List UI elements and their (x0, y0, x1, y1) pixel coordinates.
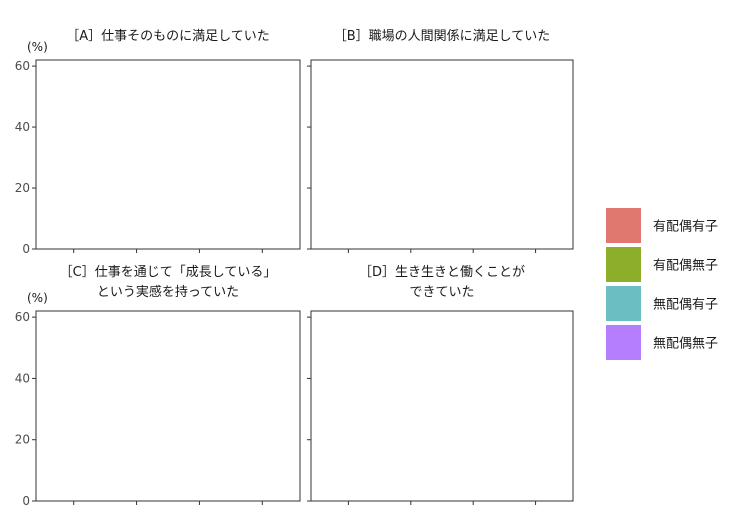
panel-b: ［B］職場の人間関係に満足していた48.043.738.833.3 (307, 29, 574, 253)
panel-title: ［A］仕事そのものに満足していた (66, 29, 270, 44)
y-tick-label: 40 (15, 371, 30, 385)
legend-label: 無配偶有子 (653, 298, 718, 313)
legend-key-3 (606, 286, 641, 321)
y-unit-label: (%) (27, 291, 48, 305)
y-tick-label: 20 (15, 433, 30, 447)
panel-a: ［A］仕事そのものに満足していた(%)45.841.835.430.902040… (15, 29, 301, 256)
panel-title: ［B］職場の人間関係に満足していた (334, 29, 551, 44)
y-tick-label: 60 (15, 310, 30, 324)
legend-label: 有配偶無子 (653, 259, 718, 274)
legend-key-1 (606, 208, 641, 243)
y-tick-label: 20 (15, 181, 30, 195)
y-tick-label: 60 (15, 59, 30, 73)
y-tick-label: 40 (15, 120, 30, 134)
panel-c: ［C］仕事を通じて「成長している」という実感を持っていた(%)32.229.62… (15, 265, 301, 508)
panel-d: ［D］生き生きと働くことができていた39.334.528.722.8 (307, 265, 574, 505)
legend-label: 有配偶有子 (653, 220, 718, 235)
panel-title: できていた (409, 285, 474, 300)
legend-key-2 (606, 247, 641, 282)
plot-frame (310, 59, 574, 250)
panel-title: という実感を持っていた (97, 284, 239, 300)
y-tick-label: 0 (22, 242, 30, 256)
legend-label: 無配偶無子 (653, 337, 718, 352)
plot-frame (35, 59, 301, 250)
y-unit-label: (%) (27, 40, 48, 54)
panel-title: ［D］生き生きと働くことが (359, 265, 525, 280)
panel-title: ［C］仕事を通じて「成長している」 (60, 265, 277, 280)
y-tick-label: 0 (22, 494, 30, 508)
plot-frame (310, 310, 574, 502)
plot-frame (35, 310, 301, 502)
legend-key-4 (606, 325, 641, 360)
